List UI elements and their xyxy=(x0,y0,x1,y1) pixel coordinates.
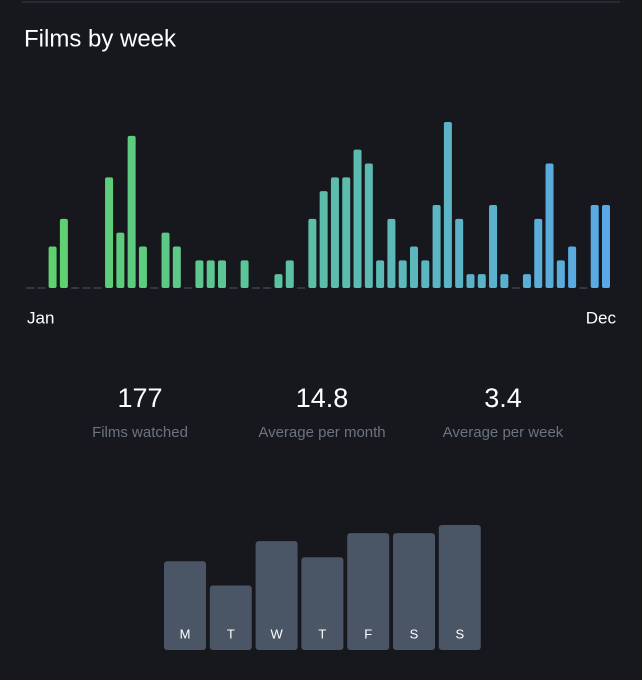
week-bar xyxy=(398,260,407,288)
week-bar xyxy=(590,205,599,288)
week-bar xyxy=(410,246,418,288)
week-bar xyxy=(364,163,373,288)
week-bar xyxy=(455,218,464,288)
week-bar xyxy=(218,260,226,288)
week-bar xyxy=(522,274,531,288)
week-bar xyxy=(285,260,294,288)
chart-title: Films by week xyxy=(24,25,177,52)
week-bar xyxy=(353,149,362,288)
week-bar xyxy=(161,232,170,288)
stat-value: 177 xyxy=(117,383,162,413)
week-bar xyxy=(138,246,147,288)
week-bar xyxy=(127,135,136,288)
day-bar xyxy=(347,533,390,650)
x-label: Dec xyxy=(586,308,617,327)
week-bar xyxy=(545,163,554,288)
day-bar xyxy=(164,561,206,650)
day-bar xyxy=(393,533,435,650)
day-label: S xyxy=(455,626,464,641)
stat-label: Films watched xyxy=(92,424,188,441)
stat-label: Average per month xyxy=(258,424,385,441)
week-bar xyxy=(489,205,498,288)
week-bar xyxy=(240,260,249,288)
week-bar xyxy=(330,177,339,288)
day-label: F xyxy=(364,626,372,641)
stat-label: Average per week xyxy=(443,424,564,441)
week-bar xyxy=(116,232,125,288)
week-bar xyxy=(534,218,543,288)
day-label: T xyxy=(318,626,326,641)
week-bar xyxy=(342,177,351,288)
week-bar xyxy=(206,260,215,288)
stat-value: 3.4 xyxy=(484,383,522,413)
week-bar xyxy=(443,122,452,288)
day-label: W xyxy=(270,626,283,641)
week-bar xyxy=(477,274,486,288)
day-bar xyxy=(209,585,252,650)
week-bar xyxy=(568,246,577,288)
week-bar xyxy=(308,218,317,288)
day-label: T xyxy=(227,626,235,641)
week-bar xyxy=(602,205,610,288)
week-bar xyxy=(432,205,441,288)
week-bar xyxy=(48,246,57,288)
week-bar xyxy=(319,191,328,288)
stat-value: 14.8 xyxy=(296,383,349,413)
day-bar xyxy=(255,541,298,650)
day-bar xyxy=(301,557,344,650)
week-bar xyxy=(172,246,181,288)
week-bar xyxy=(556,260,565,288)
day-label: S xyxy=(410,626,419,641)
week-bar xyxy=(376,260,385,288)
week-bar xyxy=(387,218,396,288)
day-bar xyxy=(438,525,481,650)
week-bar xyxy=(59,218,68,288)
day-label: M xyxy=(180,626,191,641)
x-label: Jan xyxy=(27,308,54,327)
week-bar xyxy=(105,177,114,288)
week-bar xyxy=(466,274,475,288)
week-bar xyxy=(500,274,509,288)
week-bar xyxy=(274,274,283,288)
week-bar xyxy=(195,260,204,288)
week-bar xyxy=(421,260,430,288)
